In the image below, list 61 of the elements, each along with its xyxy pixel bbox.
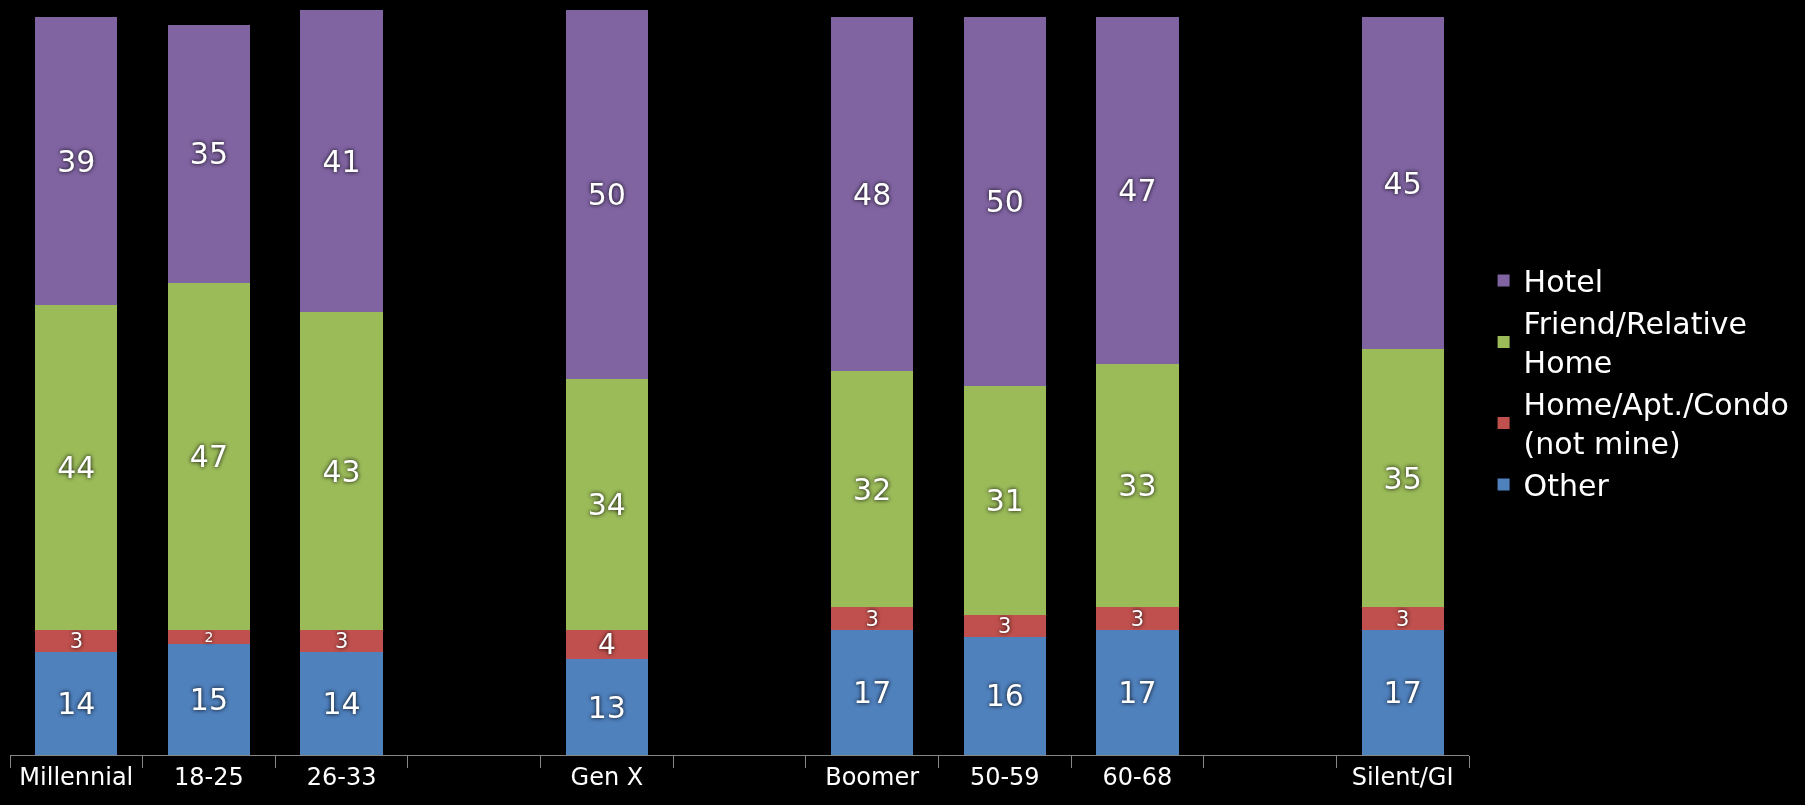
data-label: 14 — [322, 685, 361, 721]
bar — [1096, 17, 1179, 365]
bar — [35, 17, 118, 306]
data-label: 48 — [853, 176, 892, 212]
bar — [565, 378, 648, 630]
data-label: 32 — [853, 471, 892, 507]
data-label: 44 — [57, 449, 96, 485]
data-label: 4 — [597, 627, 616, 661]
legend-label: Other — [1523, 468, 1610, 504]
data-label: 45 — [1383, 165, 1422, 201]
bar — [1361, 17, 1444, 350]
bar — [565, 10, 648, 379]
bar — [1096, 364, 1179, 608]
data-label: 43 — [322, 453, 361, 489]
bar — [167, 24, 251, 283]
data-label: 3 — [334, 628, 349, 653]
data-label: 47 — [1118, 173, 1157, 209]
data-label: 50 — [587, 176, 626, 212]
data-label: 14 — [57, 685, 96, 721]
data-label: 15 — [189, 682, 229, 718]
data-label: 3 — [1395, 606, 1410, 631]
x-tick-label: Gen X — [570, 762, 644, 791]
data-label: 31 — [985, 483, 1024, 519]
data-label: 34 — [587, 486, 626, 522]
x-tick-label: 60-68 — [1102, 762, 1173, 791]
data-label: 2 — [204, 628, 214, 645]
bar — [167, 282, 251, 630]
data-label: 35 — [189, 136, 229, 172]
data-label: 3 — [1130, 606, 1145, 631]
data-label: 17 — [1118, 674, 1157, 710]
legend-label: Hotel — [1523, 264, 1604, 300]
bar — [963, 17, 1046, 387]
data-label: 3 — [69, 628, 84, 653]
legend-label: Home/Apt./Condo (not mine) — [1523, 387, 1789, 462]
data-label: 39 — [57, 143, 96, 179]
x-tick-label: Silent/GI — [1351, 762, 1454, 791]
data-label: 3 — [998, 613, 1012, 638]
bar — [1096, 629, 1179, 755]
x-tick-label: 50-59 — [969, 762, 1040, 791]
bar — [1361, 349, 1444, 608]
legend-label: Friend/Relative Home — [1523, 306, 1747, 381]
x-tick-label: 18-25 — [174, 762, 244, 791]
bar — [831, 371, 914, 608]
data-label: 47 — [189, 438, 229, 474]
data-label: 33 — [1118, 468, 1157, 504]
x-tick-label: Millennial — [19, 762, 134, 791]
bar — [963, 386, 1046, 615]
bar — [831, 17, 914, 372]
data-label: 41 — [322, 143, 361, 179]
data-label: 13 — [587, 689, 626, 725]
data-label: 17 — [853, 674, 892, 710]
bar — [35, 305, 118, 630]
data-label: 50 — [985, 184, 1024, 220]
bar — [300, 312, 383, 630]
bar — [300, 10, 383, 313]
data-label: 35 — [1383, 460, 1422, 496]
data-label: 17 — [1383, 674, 1422, 710]
x-tick-label: Boomer — [825, 762, 920, 791]
data-label: 3 — [865, 606, 879, 631]
x-tick-label: 26-33 — [306, 762, 377, 791]
data-label: 16 — [985, 678, 1024, 714]
